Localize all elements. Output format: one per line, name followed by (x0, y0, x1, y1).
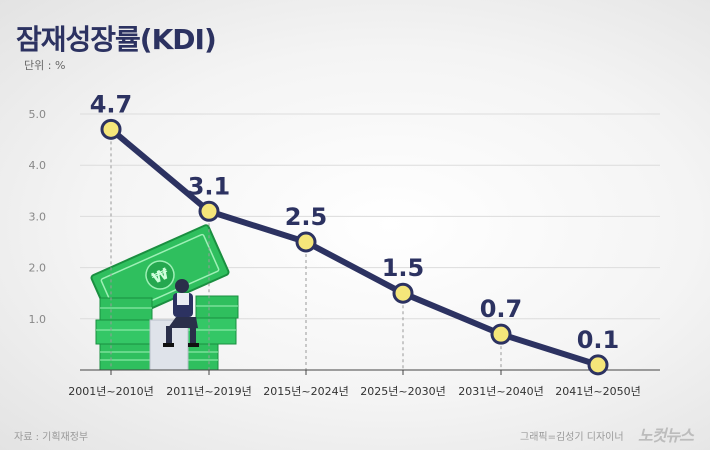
y-tick-label: 4.0 (29, 159, 47, 172)
data-label: 0.7 (480, 295, 523, 323)
x-tick-label: 2031년~2040년 (458, 385, 543, 398)
x-axis-ticks: 2001년~2010년 2011년~2019년 2015년~2024년 2025년~2… (68, 370, 641, 398)
source-note: 자료 : 기획재정부 (14, 432, 89, 443)
y-tick-label: 5.0 (29, 108, 47, 121)
x-tick-label: 2001년~2010년 (68, 385, 153, 398)
sitting-person-icon (163, 279, 199, 347)
data-label: 0.1 (577, 326, 620, 354)
y-tick-label: 3.0 (29, 210, 47, 223)
x-tick-label: 2025년~2030년 (360, 385, 445, 398)
publisher-logo: 노컷뉴스 (638, 426, 694, 445)
x-tick-label: 2011년~2019년 (166, 385, 251, 398)
y-axis-ticks: 1.0 2.0 3.0 4.0 5.0 (29, 108, 47, 326)
data-label: 3.1 (188, 172, 231, 200)
data-labels: 4.7 3.1 2.5 1.5 0.7 0.1 (90, 90, 620, 354)
data-point (392, 282, 414, 304)
data-label: 2.5 (285, 203, 328, 231)
data-label: 1.5 (382, 254, 425, 282)
data-point (587, 354, 609, 376)
unit-label: 단위 : % (24, 59, 66, 72)
data-label: 4.7 (90, 90, 133, 118)
graphic-credit: 그래픽=김성기 디자이너 (520, 432, 624, 443)
y-tick-label: 1.0 (29, 313, 47, 326)
y-tick-label: 2.0 (29, 262, 47, 275)
x-tick-label: 2015년~2024년 (263, 385, 348, 398)
svg-text:₩: ₩ (149, 264, 172, 287)
data-point (295, 231, 317, 253)
money-stack-illustration: ₩ (90, 224, 239, 371)
data-point (490, 323, 512, 345)
data-point (100, 118, 122, 140)
series-line (108, 126, 601, 368)
data-point (198, 200, 220, 222)
x-tick-label: 2041년~2050년 (555, 385, 640, 398)
chart-title: 잠재성장률(KDI) (16, 23, 217, 56)
data-markers (100, 118, 609, 376)
